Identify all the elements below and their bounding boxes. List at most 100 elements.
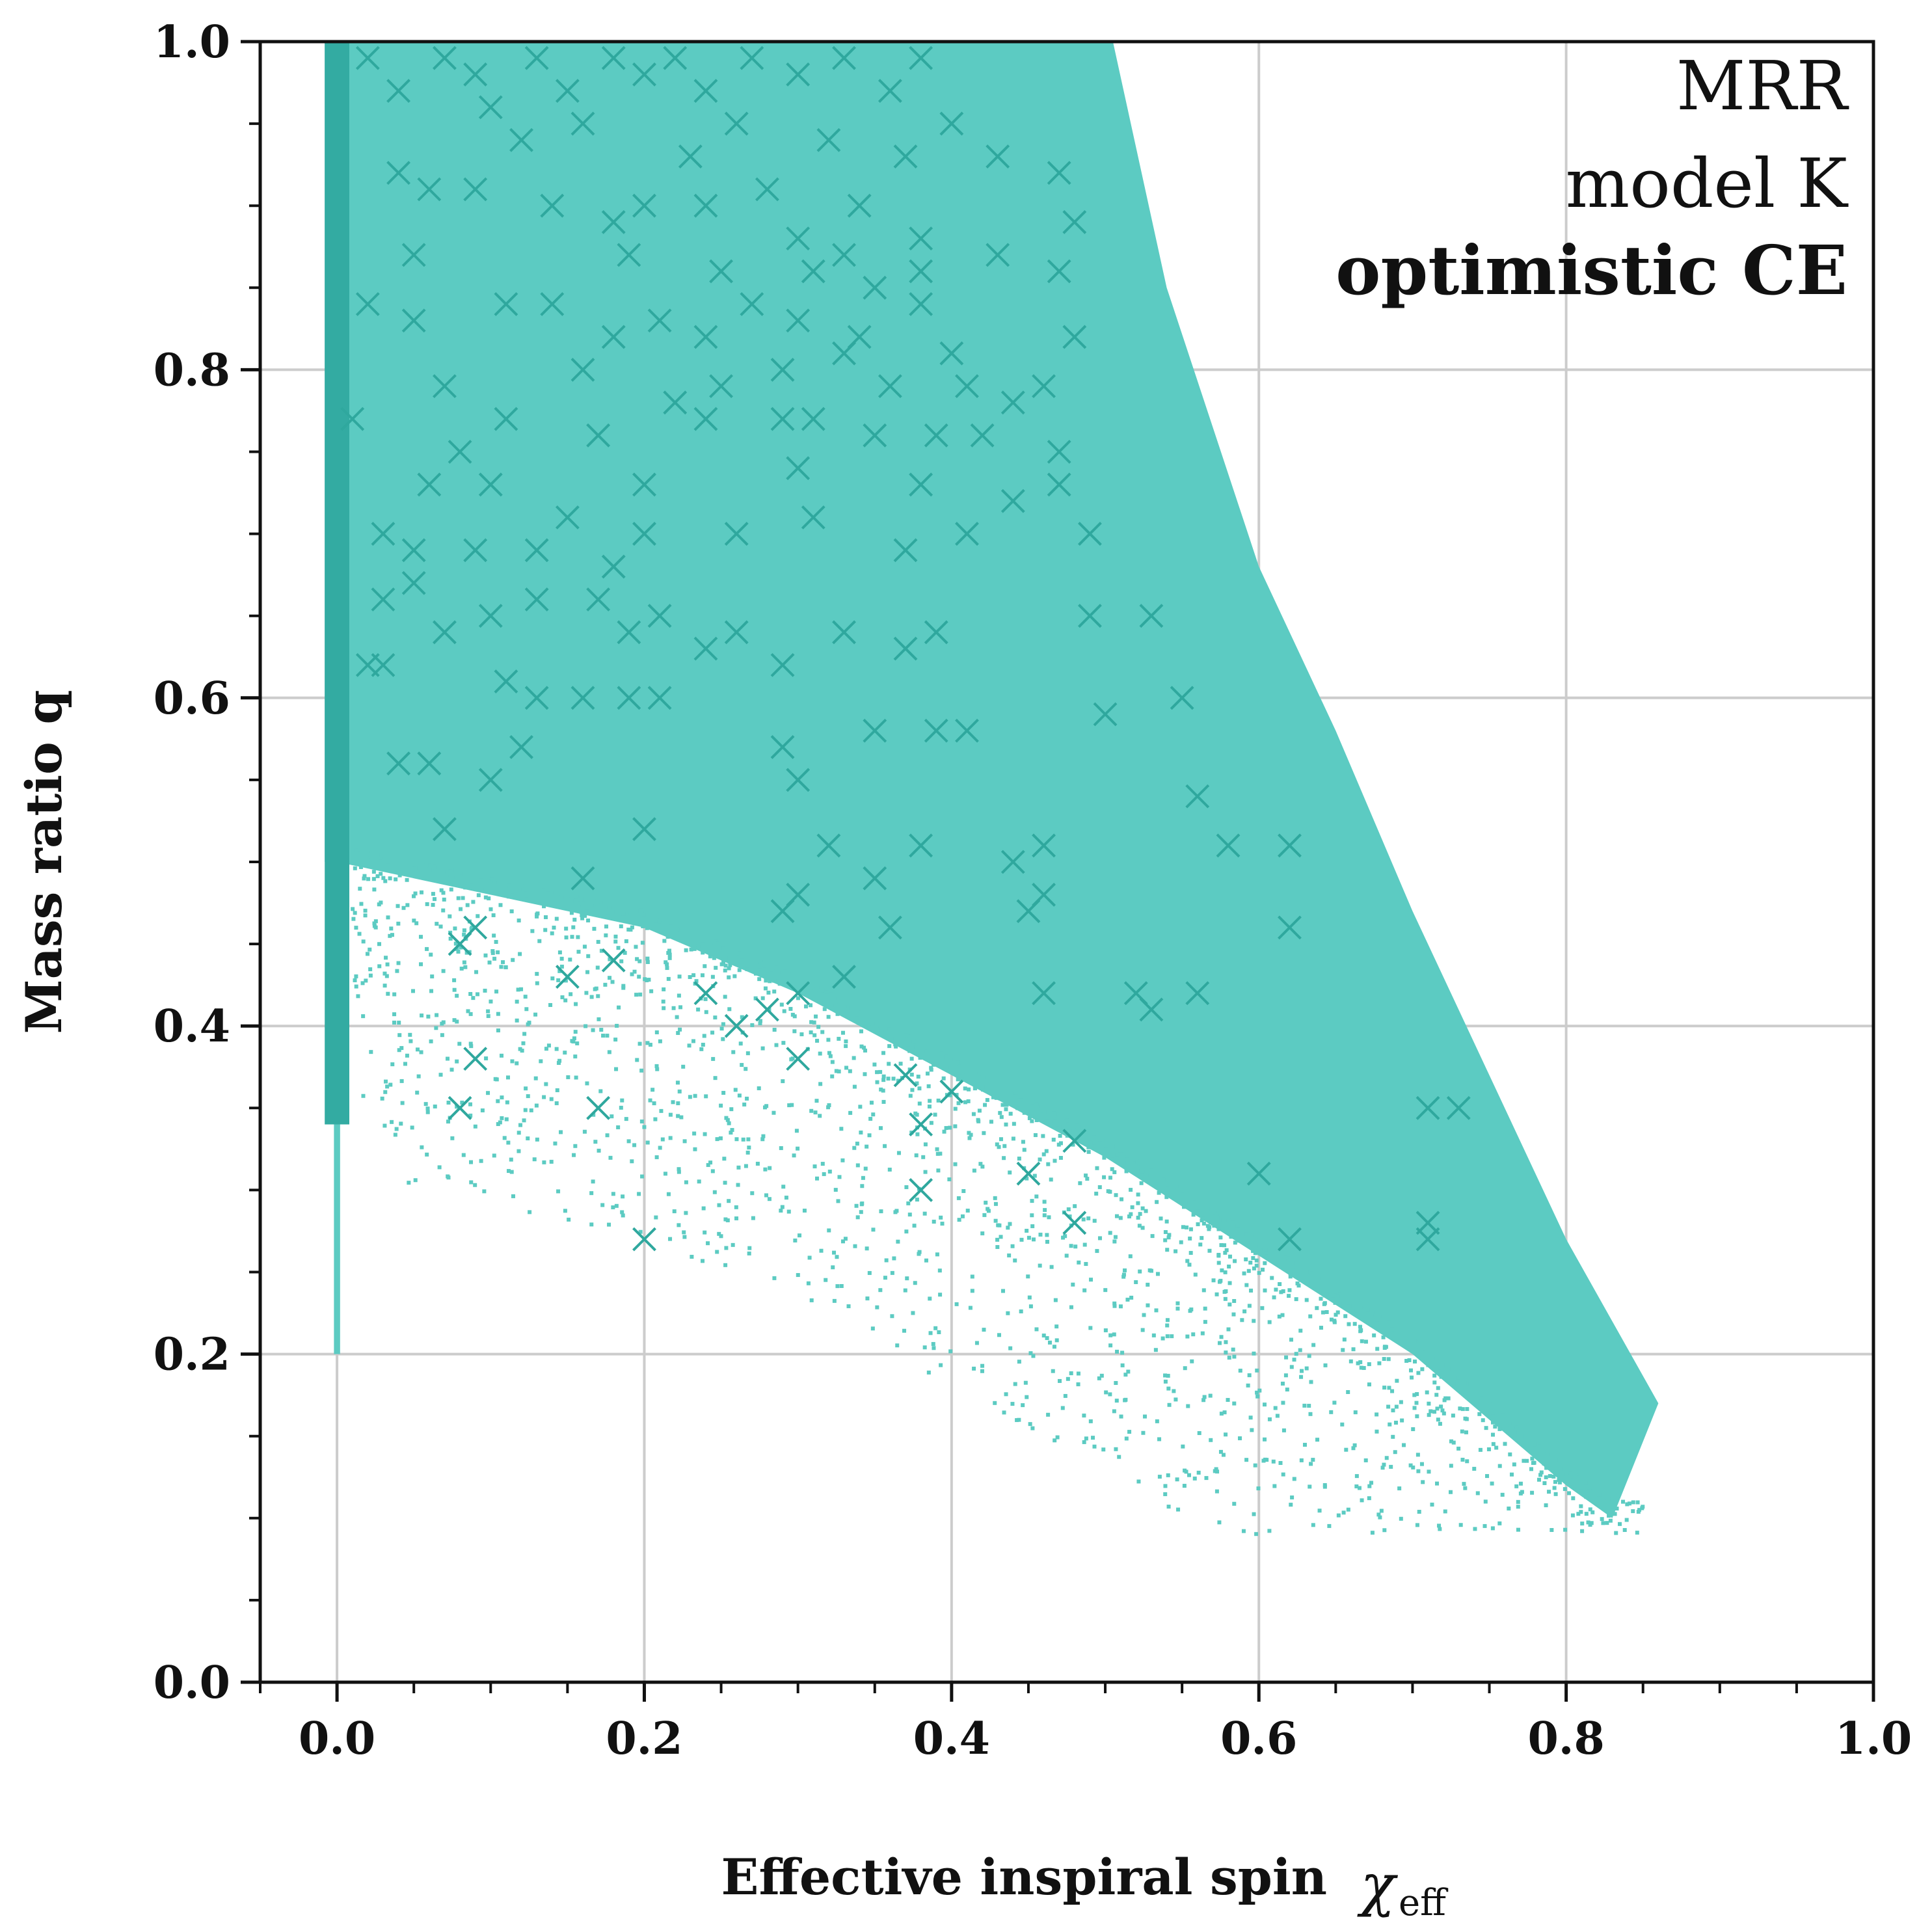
population-point xyxy=(925,1071,930,1076)
population-point xyxy=(610,1114,614,1119)
population-point xyxy=(1093,1139,1097,1144)
population-point xyxy=(933,1112,937,1117)
population-point xyxy=(634,909,639,913)
population-point xyxy=(405,903,410,907)
population-point xyxy=(1322,1484,1327,1489)
population-point xyxy=(419,1050,423,1054)
population-point xyxy=(388,1082,393,1087)
population-point xyxy=(677,1223,681,1228)
population-point xyxy=(1579,1510,1583,1514)
population-point xyxy=(1034,1194,1039,1199)
population-point xyxy=(989,1120,993,1124)
population-point xyxy=(870,1021,875,1026)
population-point xyxy=(1281,1401,1285,1405)
population-point xyxy=(1186,1404,1190,1408)
population-point xyxy=(593,899,597,904)
population-point xyxy=(896,1239,900,1244)
population-point xyxy=(833,1003,838,1008)
population-point xyxy=(696,1007,701,1012)
population-region xyxy=(325,42,1659,1536)
population-point xyxy=(1311,1282,1315,1287)
population-point xyxy=(1434,1356,1439,1361)
population-point xyxy=(1223,1296,1228,1301)
population-point xyxy=(388,876,392,881)
population-point xyxy=(1584,1495,1589,1499)
population-point xyxy=(1613,1512,1617,1516)
population-point xyxy=(853,1244,857,1248)
population-point xyxy=(1353,1410,1358,1415)
population-point xyxy=(723,995,727,999)
population-point xyxy=(1031,1237,1036,1242)
population-point xyxy=(1165,1183,1170,1187)
population-point xyxy=(1163,1484,1168,1488)
population-point xyxy=(1136,1192,1140,1197)
population-point xyxy=(486,1013,490,1018)
population-point xyxy=(1185,1225,1189,1229)
population-point xyxy=(1386,1404,1391,1409)
population-point xyxy=(415,1090,420,1095)
population-point xyxy=(953,1124,958,1129)
population-point xyxy=(1151,1333,1156,1337)
population-point xyxy=(820,1162,825,1166)
population-point xyxy=(1436,1417,1440,1422)
population-point xyxy=(515,1061,519,1066)
population-point xyxy=(692,1131,697,1136)
population-point xyxy=(991,1095,995,1099)
population-point xyxy=(1579,1485,1583,1490)
population-point xyxy=(1490,1420,1495,1425)
population-point xyxy=(1458,1523,1463,1527)
x-marker xyxy=(1000,390,1025,415)
population-point xyxy=(1414,1401,1419,1405)
population-point xyxy=(820,1030,825,1034)
population-point xyxy=(519,987,524,991)
population-point xyxy=(638,1229,643,1234)
x-marker xyxy=(893,538,918,563)
population-point xyxy=(1106,1189,1110,1194)
population-point xyxy=(1086,1149,1091,1154)
population-point xyxy=(1346,1300,1350,1305)
population-point xyxy=(710,1169,715,1174)
population-point xyxy=(542,1095,546,1099)
x-marker xyxy=(540,193,565,218)
population-point xyxy=(1351,1347,1356,1352)
population-point xyxy=(1548,1474,1552,1479)
population-point xyxy=(521,1041,526,1045)
population-point xyxy=(1025,1395,1029,1399)
population-point xyxy=(459,967,464,971)
population-point xyxy=(1288,1271,1293,1276)
population-point xyxy=(397,861,401,866)
x-marker xyxy=(401,243,426,267)
population-point xyxy=(937,1330,941,1334)
population-point xyxy=(1551,1474,1556,1479)
population-point xyxy=(1078,1136,1082,1140)
population-point xyxy=(840,1030,845,1035)
population-point xyxy=(1108,1175,1112,1180)
population-point xyxy=(569,911,574,915)
population-point xyxy=(1116,1147,1120,1152)
population-point xyxy=(1358,1360,1363,1365)
population-point xyxy=(1302,1442,1307,1447)
population-point xyxy=(1031,1354,1036,1358)
population-point xyxy=(1442,1411,1446,1415)
population-point xyxy=(654,1215,658,1220)
population-point xyxy=(760,1046,765,1051)
population-point xyxy=(1203,1306,1207,1311)
population-point xyxy=(1033,1133,1038,1137)
population-point xyxy=(1286,1257,1291,1262)
population-point xyxy=(802,1209,807,1213)
population-point xyxy=(392,992,397,997)
population-point xyxy=(1181,1444,1185,1449)
population-point xyxy=(1125,1161,1130,1165)
population-point xyxy=(1516,1499,1520,1504)
population-point xyxy=(477,878,482,882)
population-point xyxy=(953,1107,958,1111)
population-point xyxy=(446,1120,451,1124)
population-point xyxy=(378,855,382,860)
population-point xyxy=(1247,1373,1252,1378)
population-point xyxy=(751,1216,755,1220)
population-point xyxy=(737,1093,742,1098)
population-point xyxy=(1321,1310,1325,1315)
population-point xyxy=(917,1101,922,1106)
population-point xyxy=(1435,1481,1440,1486)
population-point xyxy=(1041,1334,1046,1338)
